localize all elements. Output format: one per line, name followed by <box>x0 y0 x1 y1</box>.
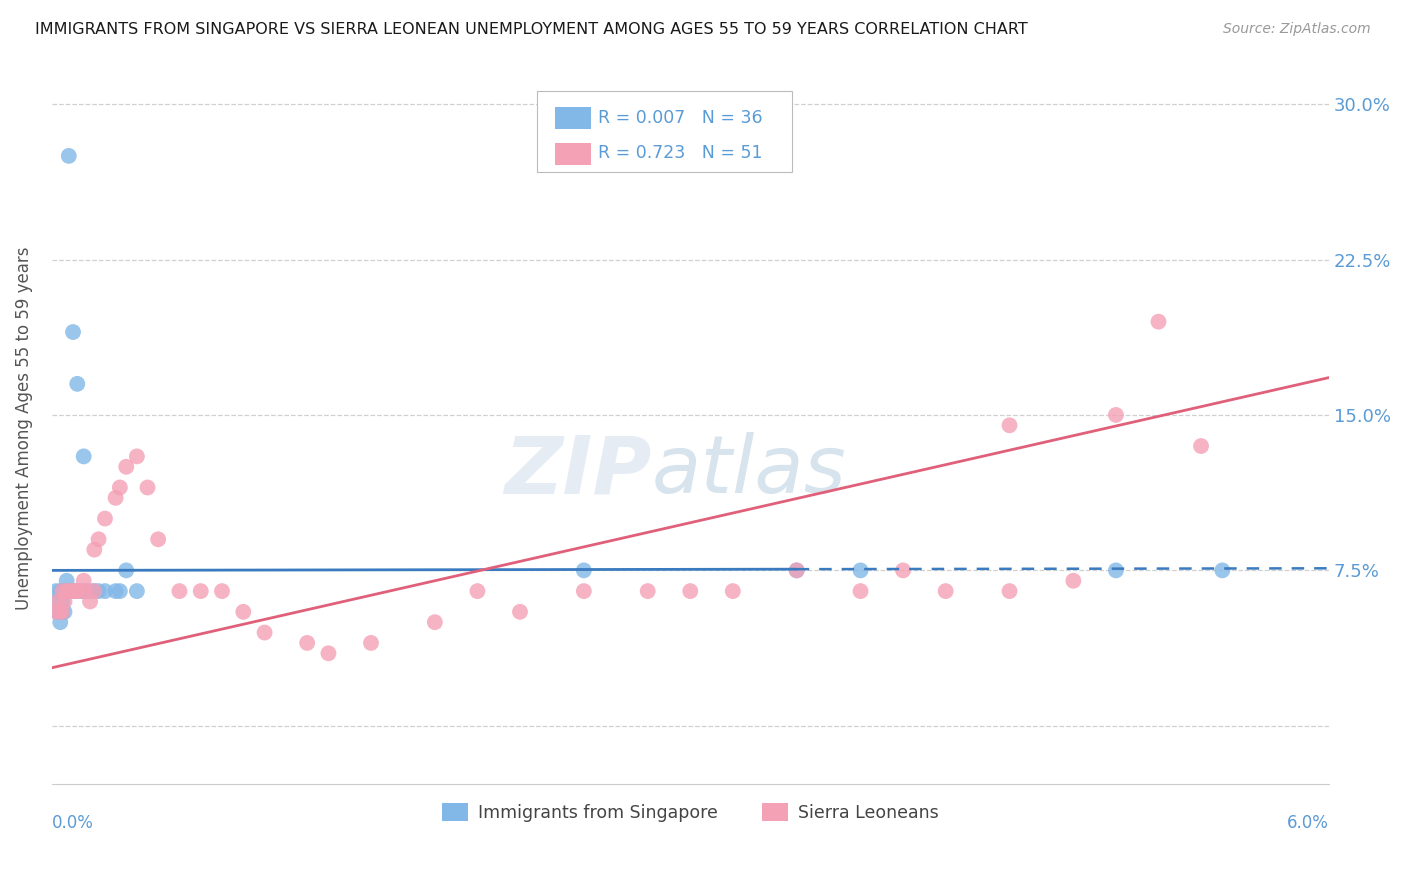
Point <box>1062 574 1084 588</box>
Point <box>67 584 90 599</box>
Point <box>55 584 77 599</box>
Point <box>75 584 97 599</box>
Point <box>108 584 131 599</box>
Point <box>637 584 659 599</box>
Point <box>51 594 73 608</box>
Point <box>63 584 86 599</box>
Point <box>46 605 69 619</box>
Point <box>83 584 105 599</box>
Point <box>253 625 276 640</box>
Point <box>62 584 84 599</box>
Point <box>59 584 82 599</box>
Point <box>108 481 131 495</box>
Point <box>46 594 69 608</box>
Point <box>509 605 531 619</box>
Point <box>104 584 127 599</box>
Point <box>1105 563 1128 577</box>
Point <box>51 605 73 619</box>
Point <box>146 533 169 547</box>
Point <box>83 584 105 599</box>
Text: R = 0.723   N = 51: R = 0.723 N = 51 <box>598 145 762 162</box>
Point <box>136 481 159 495</box>
Point <box>679 584 702 599</box>
Point <box>849 563 872 577</box>
Point <box>115 459 138 474</box>
Text: Source: ZipAtlas.com: Source: ZipAtlas.com <box>1223 22 1371 37</box>
Point <box>79 594 101 608</box>
Point <box>125 584 148 599</box>
Point <box>67 584 90 599</box>
Point <box>786 563 808 577</box>
Point <box>51 584 73 599</box>
Point <box>87 584 110 599</box>
Point <box>360 636 382 650</box>
Point <box>49 584 72 599</box>
Point <box>53 584 76 599</box>
Point <box>998 418 1021 433</box>
Point <box>232 605 254 619</box>
Point <box>572 563 595 577</box>
Point <box>115 563 138 577</box>
Point <box>58 584 80 599</box>
Text: 6.0%: 6.0% <box>1286 814 1329 832</box>
Point <box>45 584 67 599</box>
Point <box>295 636 318 650</box>
Point <box>849 584 872 599</box>
Point <box>73 574 96 588</box>
Text: atlas: atlas <box>652 432 846 510</box>
Point <box>49 605 72 619</box>
Point <box>49 615 72 630</box>
Point <box>75 584 97 599</box>
Text: 0.0%: 0.0% <box>52 814 94 832</box>
Point <box>998 584 1021 599</box>
Point <box>66 376 89 391</box>
Legend: Immigrants from Singapore, Sierra Leoneans: Immigrants from Singapore, Sierra Leonea… <box>434 796 946 829</box>
Point <box>55 584 77 599</box>
Point <box>467 584 489 599</box>
Point <box>66 584 89 599</box>
Point <box>94 584 117 599</box>
Point <box>70 584 93 599</box>
Point <box>572 584 595 599</box>
Point <box>79 584 101 599</box>
Point <box>1211 563 1233 577</box>
Point <box>1105 408 1128 422</box>
Point <box>53 594 76 608</box>
Point <box>58 149 80 163</box>
Point <box>45 605 67 619</box>
Point <box>935 584 957 599</box>
Point <box>125 450 148 464</box>
Point <box>786 563 808 577</box>
Point <box>73 450 96 464</box>
Point <box>87 533 110 547</box>
Point <box>58 584 80 599</box>
Point <box>62 325 84 339</box>
Point <box>55 574 77 588</box>
Point <box>104 491 127 505</box>
Point <box>190 584 212 599</box>
Point <box>62 584 84 599</box>
Text: IMMIGRANTS FROM SINGAPORE VS SIERRA LEONEAN UNEMPLOYMENT AMONG AGES 55 TO 59 YEA: IMMIGRANTS FROM SINGAPORE VS SIERRA LEON… <box>35 22 1028 37</box>
Point <box>46 594 69 608</box>
Point <box>891 563 914 577</box>
Point <box>211 584 233 599</box>
Point <box>63 584 86 599</box>
Point <box>169 584 191 599</box>
Point <box>721 584 744 599</box>
Point <box>83 542 105 557</box>
Point <box>53 605 76 619</box>
Text: ZIP: ZIP <box>505 432 652 510</box>
Point <box>51 605 73 619</box>
Point <box>51 584 73 599</box>
Point <box>423 615 446 630</box>
Point <box>1147 315 1170 329</box>
Text: R = 0.007   N = 36: R = 0.007 N = 36 <box>598 109 762 127</box>
Point <box>59 584 82 599</box>
Point <box>94 511 117 525</box>
Point <box>1189 439 1212 453</box>
Point <box>318 646 340 660</box>
Y-axis label: Unemployment Among Ages 55 to 59 years: Unemployment Among Ages 55 to 59 years <box>15 247 32 610</box>
